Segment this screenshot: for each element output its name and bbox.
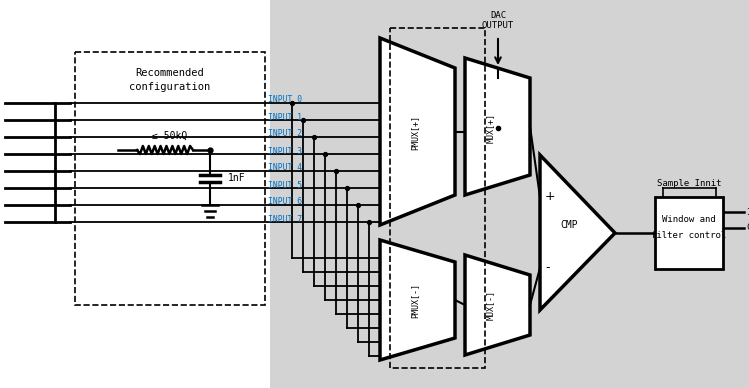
Polygon shape	[380, 240, 455, 360]
Text: filter control: filter control	[652, 230, 727, 239]
Text: INPUT 1: INPUT 1	[268, 113, 302, 121]
Text: Recommended: Recommended	[136, 68, 204, 78]
Text: PMUX[-]: PMUX[-]	[410, 282, 419, 317]
Bar	[390, 28, 485, 368]
Text: INPUT 3: INPUT 3	[268, 147, 302, 156]
Polygon shape	[465, 58, 530, 195]
Text: ≤ 50kQ: ≤ 50kQ	[152, 131, 188, 141]
Text: INPUT 5: INPUT 5	[268, 180, 302, 189]
Text: DAC: DAC	[490, 10, 506, 19]
Text: 1nF: 1nF	[228, 173, 246, 183]
Bar	[75, 52, 265, 305]
Text: INPUT 0: INPUT 0	[268, 95, 302, 104]
Bar	[655, 197, 723, 269]
Text: INPUT 6: INPUT 6	[268, 197, 302, 206]
Text: Window and: Window and	[662, 215, 716, 225]
Polygon shape	[540, 155, 615, 310]
Text: OUTPUT: OUTPUT	[482, 21, 514, 29]
Text: INPUT 7: INPUT 7	[268, 215, 302, 223]
Polygon shape	[380, 38, 455, 225]
Polygon shape	[465, 255, 530, 355]
Text: INPUT 2: INPUT 2	[268, 130, 302, 139]
Text: PMUX[+]: PMUX[+]	[410, 114, 419, 149]
Text: CMrO: CMrO	[746, 223, 749, 232]
Text: CMP: CMP	[560, 220, 577, 230]
Text: Sample Innit: Sample Innit	[657, 178, 721, 187]
Text: -: -	[545, 262, 550, 274]
Text: INPUT 4: INPUT 4	[268, 163, 302, 173]
Text: configuration: configuration	[130, 82, 210, 92]
Text: +: +	[545, 191, 556, 203]
Text: IRQ: IRQ	[746, 208, 749, 217]
Bar	[270, 0, 749, 388]
Text: MUX[-]: MUX[-]	[485, 290, 494, 320]
Text: MUX[+]: MUX[+]	[485, 113, 494, 143]
